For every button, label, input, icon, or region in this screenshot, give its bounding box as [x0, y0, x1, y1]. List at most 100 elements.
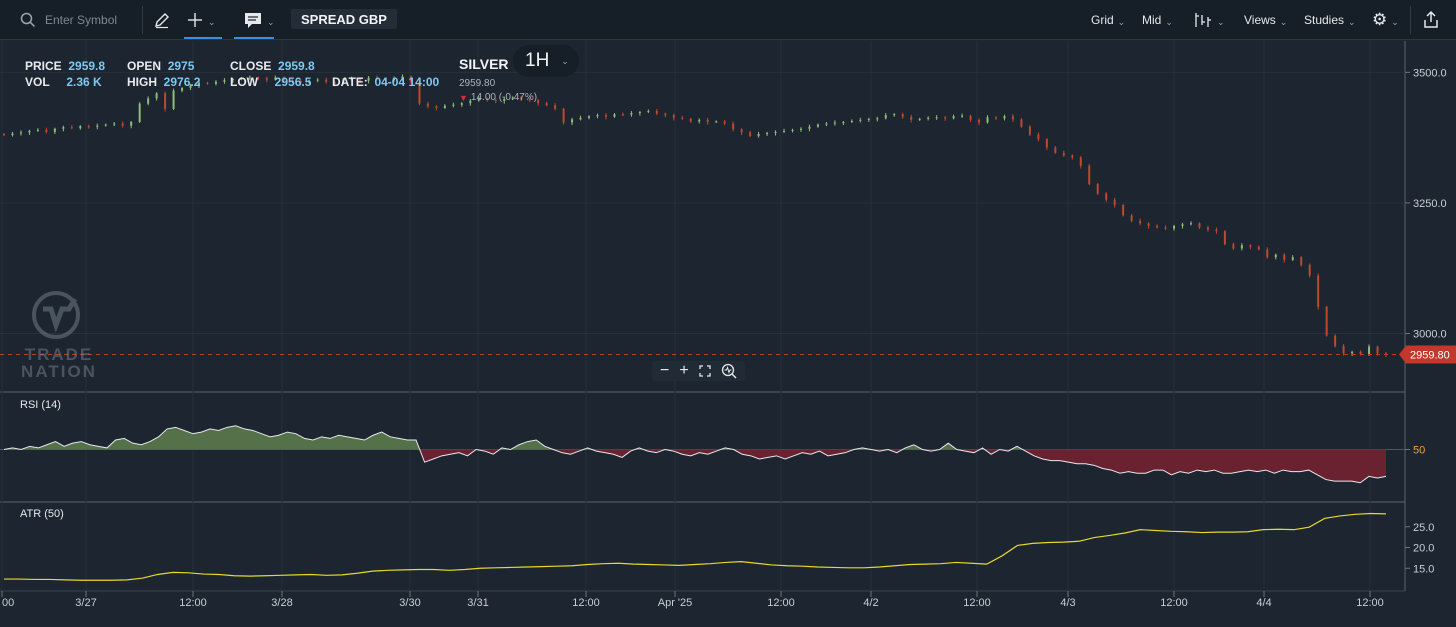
candle-body	[1232, 244, 1235, 249]
price-candle	[1274, 253, 1277, 260]
candle-body	[359, 78, 362, 81]
candle-body	[647, 111, 650, 113]
candle-body	[452, 104, 455, 106]
price-candle	[740, 128, 743, 136]
search-input[interactable]: Enter Symbol	[45, 13, 118, 27]
candle-body	[28, 130, 31, 133]
candle-body	[333, 81, 336, 84]
candle-body	[994, 117, 997, 119]
candle-body	[1054, 147, 1057, 153]
ohlc-close: CLOSE 2959.8	[230, 59, 315, 73]
export-button[interactable]	[1422, 0, 1440, 40]
candle-body	[274, 77, 277, 80]
price-candle	[1189, 221, 1192, 226]
comment-button[interactable]: ⌄	[243, 0, 275, 40]
price-candle	[1240, 243, 1243, 251]
price-label: PRICE	[25, 59, 62, 73]
chart-type-menu[interactable]: ⌄	[1193, 0, 1225, 40]
candle-body	[893, 114, 896, 116]
grid-menu[interactable]: Grid ⌄	[1091, 0, 1125, 40]
price-candle	[1300, 256, 1303, 267]
chevron-down-icon: ⌄	[208, 16, 216, 27]
settings-menu[interactable]: ⚙ ⌄	[1372, 0, 1399, 40]
price-candle	[554, 103, 557, 111]
price-candle	[681, 115, 684, 120]
candle-body	[1249, 245, 1252, 247]
price-tick-label: 3500.0	[1413, 67, 1447, 79]
price-candle	[1317, 273, 1320, 310]
price-candle	[486, 97, 489, 102]
vol-label: VOL	[25, 75, 50, 89]
ohlc-high: HIGH 2976.2	[127, 75, 200, 89]
draw-tool-button[interactable]	[153, 0, 171, 40]
price-type-menu[interactable]: Mid ⌄	[1142, 0, 1173, 40]
logo-mark-icon	[32, 291, 80, 339]
price-candle	[1130, 213, 1133, 223]
gear-icon: ⚙	[1372, 10, 1388, 29]
chart-area[interactable]: 00 3/27 12:00 3/28 3/30 3/31 12:00 Apr '25 12:00…	[0, 41, 1456, 627]
candle-body	[664, 113, 667, 116]
candle-body	[842, 121, 845, 123]
zoom-out-icon[interactable]: −	[660, 362, 670, 379]
price-candle	[1139, 218, 1142, 226]
zoom-reset-icon[interactable]	[721, 363, 737, 379]
price-candle	[1266, 247, 1269, 259]
candle-body	[961, 115, 964, 117]
price-candle	[121, 121, 124, 128]
price-candle	[147, 96, 150, 106]
price-candle	[265, 76, 268, 83]
candle-body	[189, 85, 192, 89]
candle-body	[596, 115, 599, 117]
views-menu[interactable]: Views ⌄	[1244, 0, 1287, 40]
price-candle	[706, 117, 709, 125]
crosshair-button[interactable]: ⌄	[186, 0, 216, 40]
price-candle	[240, 77, 243, 81]
candle-body	[79, 126, 82, 129]
date-label: DATE:	[332, 75, 368, 89]
ohlc-date: DATE: 04-04 14:00	[332, 75, 439, 89]
price-candle	[842, 120, 845, 126]
candle-body	[579, 117, 582, 120]
price-candle	[79, 125, 82, 130]
zoom-in-icon[interactable]: +	[679, 362, 689, 379]
studies-menu[interactable]: Studies ⌄	[1304, 0, 1356, 40]
price-candle	[333, 80, 336, 87]
x-tick-label: 4/4	[1256, 597, 1271, 609]
chart-canvas[interactable]: 00 3/27 12:00 3/28 3/30 3/31 12:00 Apr '25 12:00…	[0, 41, 1456, 627]
symbol-search[interactable]: Enter Symbol	[20, 0, 140, 40]
fullscreen-icon[interactable]	[699, 365, 711, 377]
candle-body	[494, 100, 497, 102]
price-candle	[876, 116, 879, 122]
interval-selector[interactable]: 1H ⌄	[513, 45, 579, 77]
candle-body	[613, 114, 616, 117]
price-candle	[1147, 222, 1150, 229]
candle-body	[1266, 249, 1269, 258]
atr-tick-label: 20.0	[1413, 543, 1434, 555]
price-candle	[1105, 191, 1108, 202]
price-candle	[1325, 305, 1328, 337]
rsi-line	[3, 425, 1387, 484]
candle-body	[1164, 227, 1167, 229]
ohlc-low: LOW 2956.5	[230, 75, 311, 89]
candle-body	[867, 118, 870, 120]
price-candle	[342, 78, 345, 85]
price-candle	[884, 113, 887, 120]
close-label: CLOSE	[230, 59, 272, 73]
price-candle	[53, 127, 56, 134]
candle-body	[884, 115, 887, 119]
candle-body	[935, 117, 938, 119]
logo-text-line1: TRADE	[24, 345, 94, 364]
candle-body	[367, 77, 370, 81]
price-candle	[816, 123, 819, 128]
candle-body	[732, 123, 735, 130]
candle-body	[342, 79, 345, 84]
candle-body	[1139, 220, 1142, 224]
price-candle	[562, 107, 565, 125]
price-candle	[1283, 253, 1286, 263]
candle-body	[1088, 165, 1091, 185]
candle-body	[749, 132, 752, 137]
candle-body	[1342, 346, 1345, 354]
price-candle	[833, 120, 836, 126]
price-candle	[1249, 244, 1252, 250]
candle-body	[486, 98, 489, 101]
